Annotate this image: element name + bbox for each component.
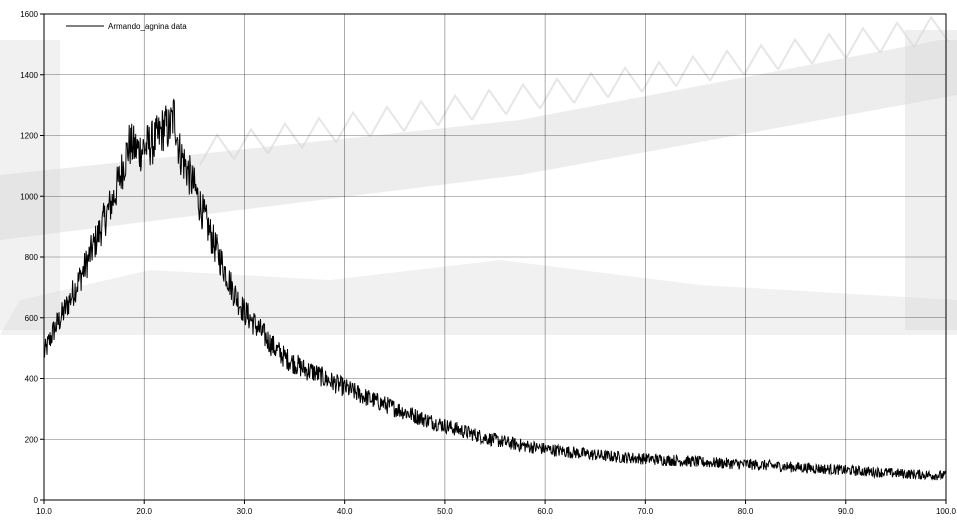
watermark-skyline <box>0 260 957 335</box>
x-tick-label: 30.0 <box>237 507 253 516</box>
x-tick-label: 50.0 <box>437 507 453 516</box>
watermark-tower-left <box>0 40 60 330</box>
legend: Armando_agnina data <box>66 22 187 31</box>
watermark-tower-right <box>905 30 957 330</box>
x-tick-label: 100.0 <box>936 507 957 516</box>
series-layer <box>43 98 947 481</box>
plot-frame <box>43 13 947 501</box>
x-tick-label: 90.0 <box>838 507 854 516</box>
x-tick-label: 10.0 <box>36 507 52 516</box>
bridge-watermark-image <box>0 15 957 335</box>
y-tick-label: 1000 <box>20 192 38 201</box>
y-tick-label: 0 <box>34 496 39 505</box>
y-tick-label: 1200 <box>20 132 38 141</box>
x-tick-label: 80.0 <box>738 507 754 516</box>
x-tick-label: 40.0 <box>337 507 353 516</box>
x-tick-label: 20.0 <box>136 507 152 516</box>
legend-label: Armando_agnina data <box>108 22 187 31</box>
y-tick-label: 1400 <box>20 71 38 80</box>
watermark-bridge-deck <box>0 40 957 240</box>
x-tick-label: 60.0 <box>537 507 553 516</box>
y-tick-label: 600 <box>25 314 39 323</box>
x-tick-label: 70.0 <box>638 507 654 516</box>
grid <box>44 14 946 500</box>
series-line-0 <box>43 98 947 481</box>
x-axis: 10.0 20.0 30.0 40.0 50.0 60.0 70.0 80.0 90.0 100.… <box>36 500 957 516</box>
y-tick-label: 1600 <box>20 10 38 19</box>
y-tick-label: 800 <box>25 253 39 262</box>
watermark-truss <box>199 15 949 166</box>
y-tick-label: 400 <box>25 375 39 384</box>
y-tick-label: 200 <box>25 435 39 444</box>
y-axis: 0 200 400 600 800 1000 1200 1400 1600 <box>20 10 44 505</box>
